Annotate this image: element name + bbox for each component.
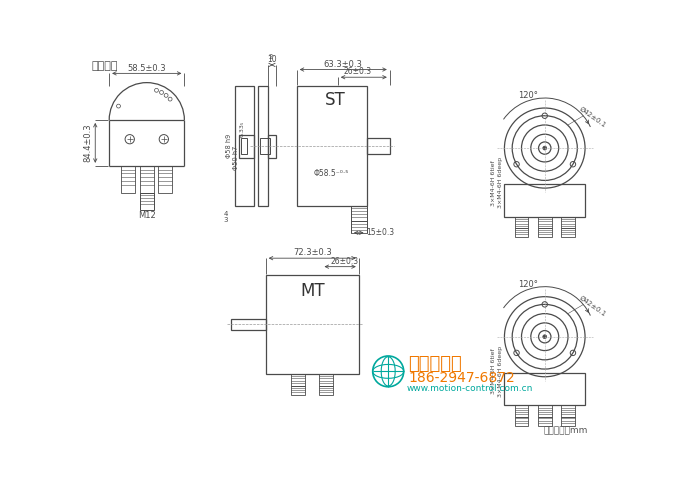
Text: 58.5±0.3: 58.5±0.3 xyxy=(127,64,166,73)
Text: 4: 4 xyxy=(223,210,228,217)
Text: 26±0.3: 26±0.3 xyxy=(343,67,371,76)
Text: Φ50 h7: Φ50 h7 xyxy=(233,145,239,170)
Bar xyxy=(140,193,154,210)
Bar xyxy=(291,386,305,395)
Bar xyxy=(258,86,268,206)
Bar xyxy=(538,228,552,238)
Text: 3×M4-6H 6tief: 3×M4-6H 6tief xyxy=(491,160,496,205)
Bar xyxy=(514,405,528,417)
Text: 10: 10 xyxy=(267,55,276,64)
Bar xyxy=(260,138,270,154)
Bar xyxy=(561,405,575,417)
Bar xyxy=(241,138,247,154)
Text: 3: 3 xyxy=(223,217,228,223)
Text: 6.33₅: 6.33₅ xyxy=(240,121,245,137)
Text: Ø42±0.1: Ø42±0.1 xyxy=(578,106,608,128)
Bar xyxy=(561,217,575,228)
Text: 186-2947-6872: 186-2947-6872 xyxy=(408,371,515,384)
Bar xyxy=(268,134,276,158)
Text: 2: 2 xyxy=(268,54,272,60)
Text: 26±0.3: 26±0.3 xyxy=(330,257,359,266)
Bar xyxy=(239,134,254,158)
Text: 西安德伍拓: 西安德伍拓 xyxy=(408,355,462,372)
Bar xyxy=(234,86,254,206)
Text: 3×M4-6H 6deep: 3×M4-6H 6deep xyxy=(498,346,503,397)
Bar xyxy=(514,417,528,426)
Text: Φ58.5⁻⁰·⁵: Φ58.5⁻⁰·⁵ xyxy=(314,169,349,178)
Bar xyxy=(505,184,585,217)
Bar xyxy=(351,221,367,233)
Bar xyxy=(140,166,154,193)
Bar xyxy=(319,373,333,386)
Bar xyxy=(266,275,358,373)
Bar xyxy=(505,373,585,405)
Bar xyxy=(367,138,390,154)
Text: 3×M4-6H 6tief: 3×M4-6H 6tief xyxy=(491,349,496,394)
Bar xyxy=(561,228,575,238)
Text: 72.3±0.3: 72.3±0.3 xyxy=(293,248,332,257)
Bar xyxy=(121,166,135,193)
Bar xyxy=(319,386,333,395)
Bar xyxy=(291,373,305,386)
Text: Ø42±0.1: Ø42±0.1 xyxy=(578,295,608,317)
Text: 15±0.3: 15±0.3 xyxy=(366,228,395,237)
Bar xyxy=(158,166,172,193)
Bar xyxy=(231,319,266,330)
Bar xyxy=(297,86,367,206)
Circle shape xyxy=(542,335,547,339)
Bar xyxy=(351,206,367,221)
Bar xyxy=(514,217,528,228)
Text: MT: MT xyxy=(300,282,325,300)
Text: www.motion-control.com.cn: www.motion-control.com.cn xyxy=(407,384,533,393)
Text: 同步法蘭: 同步法蘭 xyxy=(92,62,118,71)
Text: M12: M12 xyxy=(138,211,155,220)
Text: 尺寸單位：mm: 尺寸單位：mm xyxy=(543,426,587,435)
Text: ST: ST xyxy=(325,91,346,109)
Bar xyxy=(538,405,552,417)
Text: 63.3±0.3: 63.3±0.3 xyxy=(324,60,363,68)
Text: 120°: 120° xyxy=(518,91,538,100)
Text: 84.4±0.3: 84.4±0.3 xyxy=(83,124,92,162)
Bar xyxy=(538,217,552,228)
Text: 3×M4-6H 6deep: 3×M4-6H 6deep xyxy=(498,157,503,208)
Circle shape xyxy=(542,146,547,150)
Bar xyxy=(514,228,528,238)
Bar xyxy=(538,417,552,426)
Bar xyxy=(561,417,575,426)
Text: 120°: 120° xyxy=(518,280,538,289)
Text: Φ58 h9: Φ58 h9 xyxy=(225,134,232,158)
